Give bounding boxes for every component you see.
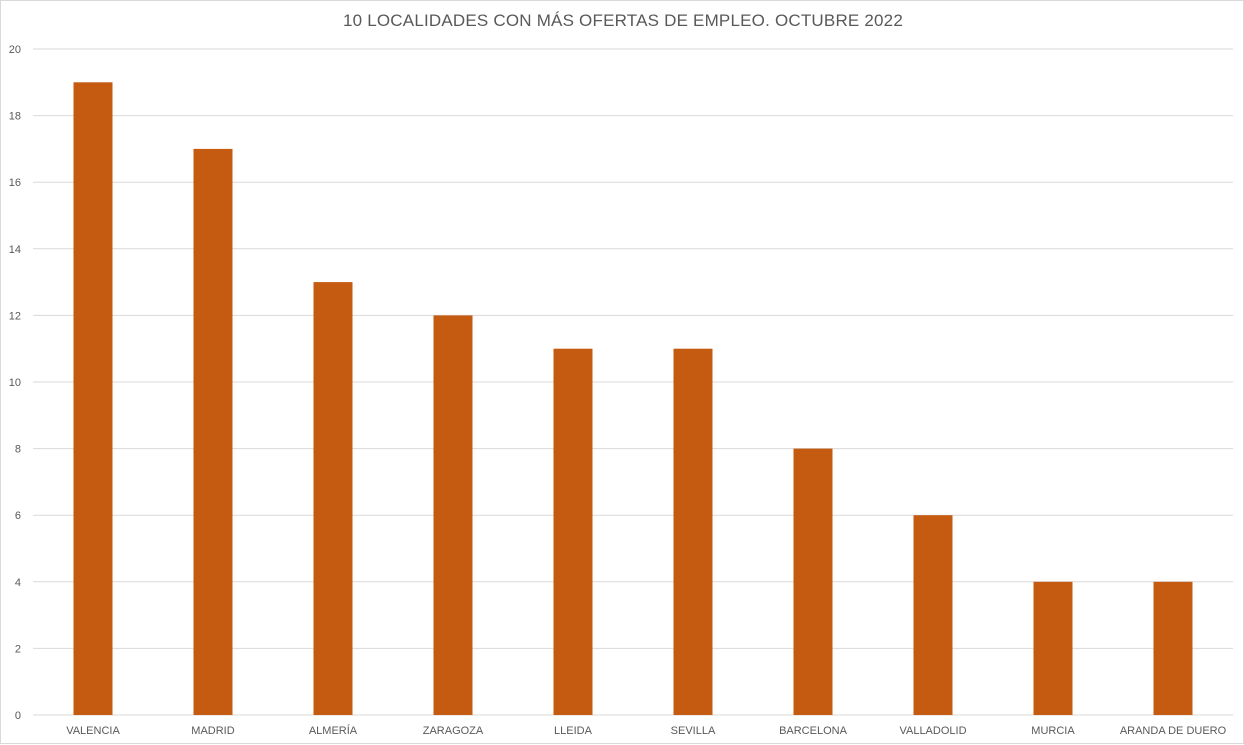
y-tick-label: 16 bbox=[9, 177, 21, 189]
chart-title: 10 LOCALIDADES CON MÁS OFERTAS DE EMPLEO… bbox=[343, 11, 903, 30]
y-tick-label: 8 bbox=[15, 444, 21, 456]
y-tick-label: 2 bbox=[15, 643, 21, 655]
bar bbox=[313, 282, 353, 715]
bar bbox=[1033, 581, 1073, 715]
y-tick-label: 6 bbox=[15, 510, 21, 522]
bar bbox=[793, 448, 833, 715]
y-axis-ticks: 0 2 4 6 8 10 12 14 16 18 20 bbox=[9, 44, 21, 722]
x-tick-label: BARCELONA bbox=[779, 725, 848, 737]
bar bbox=[433, 315, 473, 715]
bar bbox=[553, 348, 593, 715]
x-axis-ticks: VALENCIA MADRID ALMERÍA ZARAGOZA LLEIDA SEVIL… bbox=[66, 724, 1226, 737]
x-tick-label: SEVILLA bbox=[671, 725, 716, 737]
x-tick-label: ALMERÍA bbox=[309, 724, 358, 737]
y-tick-label: 4 bbox=[15, 577, 21, 589]
x-tick-label: ZARAGOZA bbox=[423, 725, 484, 737]
x-tick-label: MURCIA bbox=[1031, 725, 1075, 737]
y-tick-label: 12 bbox=[9, 310, 21, 322]
y-tick-label: 20 bbox=[9, 44, 21, 56]
gridlines bbox=[33, 48, 1233, 716]
y-tick-label: 10 bbox=[9, 377, 21, 389]
y-tick-label: 14 bbox=[9, 244, 21, 256]
bar bbox=[913, 515, 953, 715]
bar bbox=[193, 148, 233, 715]
bars bbox=[73, 82, 1193, 716]
x-tick-label: LLEIDA bbox=[554, 725, 593, 737]
x-tick-label: VALLADOLID bbox=[899, 725, 966, 737]
bar bbox=[1153, 581, 1193, 715]
y-tick-label: 0 bbox=[15, 710, 21, 722]
bar bbox=[673, 348, 713, 715]
bar bbox=[73, 82, 113, 716]
y-tick-label: 18 bbox=[9, 111, 21, 123]
x-tick-label: ARANDA DE DUERO bbox=[1120, 725, 1227, 737]
x-tick-label: MADRID bbox=[191, 725, 234, 737]
x-tick-label: VALENCIA bbox=[66, 725, 120, 737]
